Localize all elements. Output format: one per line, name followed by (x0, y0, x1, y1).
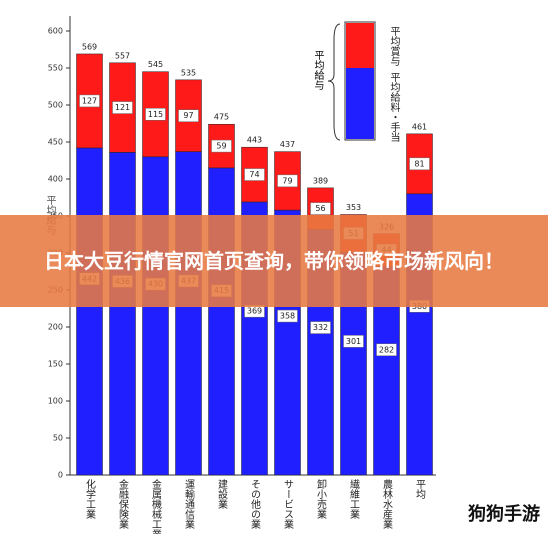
value-label: 121 (115, 103, 130, 112)
x-tick-label: 平均 (414, 479, 426, 500)
value-label: 74 (249, 170, 259, 179)
value-label-box (277, 174, 298, 188)
bar-segment (109, 152, 136, 476)
legend-box (344, 21, 376, 141)
y-tick-label: 500 (48, 101, 63, 110)
value-label-box (310, 321, 331, 334)
value-label: 79 (282, 176, 292, 185)
y-tick-label: 550 (48, 64, 63, 73)
value-label: 282 (379, 345, 394, 354)
y-tick-label: 0 (58, 471, 63, 480)
value-label-box (79, 94, 100, 108)
value-label-box (112, 101, 133, 114)
total-label: 461 (412, 122, 427, 131)
watermark: 狗狗手游 (468, 504, 540, 525)
value-label-box (409, 157, 430, 171)
total-label: 535 (181, 68, 196, 77)
value-label: 301 (346, 337, 361, 346)
bar-segment (208, 167, 235, 476)
legend-title: 平均給与 (312, 50, 324, 91)
bar-segment (76, 147, 103, 476)
y-tick-label: 150 (48, 360, 63, 369)
banner: 日本大豆行情官网首页查询，带你领略市场新风向！ (0, 215, 548, 307)
banner-text: 日本大豆行情官网首页查询，带你领略市场新风向！ (44, 249, 504, 273)
value-label: 358 (280, 312, 295, 321)
value-label: 127 (82, 96, 97, 105)
x-tick-label: 卸小売業 (315, 478, 327, 520)
x-tick-label: 運輸通信業 (183, 479, 195, 530)
legend-label: 平均賞与 (388, 26, 400, 67)
total-label: 545 (148, 60, 163, 69)
value-label: 332 (313, 323, 328, 332)
x-tick-label: 金融保険業 (117, 478, 129, 530)
x-tick-label: サービス業 (282, 479, 294, 530)
y-tick-label: 600 (48, 27, 63, 36)
y-tick-label: 100 (48, 397, 63, 406)
x-tick-label: 繊維工業 (348, 478, 360, 520)
x-tick-label: 化学工業 (84, 478, 96, 520)
legend-swatch (346, 68, 374, 139)
total-label: 353 (346, 203, 361, 212)
legend-swatch (346, 23, 374, 68)
value-label: 59 (216, 142, 226, 151)
total-label: 437 (280, 140, 295, 149)
value-label-box (211, 139, 232, 153)
value-label: 115 (148, 110, 163, 119)
value-label: 97 (183, 111, 193, 120)
legend-label: 平均給料・手当 (388, 72, 400, 143)
x-tick-label: その他の業 (249, 479, 261, 530)
value-label: 369 (247, 307, 262, 316)
value-label: 81 (414, 159, 424, 168)
total-label: 569 (82, 42, 97, 51)
value-label-box (178, 109, 199, 122)
y-tick-label: 400 (48, 175, 63, 184)
y-tick-label: 450 (48, 138, 63, 147)
x-tick-label: 農林水産業 (381, 478, 393, 530)
value-label-box (145, 108, 166, 121)
total-label: 475 (214, 113, 229, 122)
total-label: 443 (247, 136, 262, 145)
bar-segment (142, 156, 169, 476)
value-label-box (277, 309, 298, 323)
value-label-box (376, 343, 397, 357)
total-label: 557 (115, 51, 130, 60)
value-label-box (343, 335, 364, 348)
total-label: 389 (313, 176, 328, 185)
y-tick-label: 50 (53, 434, 63, 443)
legend-brace (327, 23, 341, 141)
x-tick-label: 建設業 (216, 478, 228, 510)
value-label-box (310, 202, 331, 215)
value-label: 56 (315, 204, 325, 213)
y-tick-label: 200 (48, 323, 63, 332)
value-label-box (244, 168, 265, 181)
bar-segment (175, 151, 202, 476)
x-tick-label: 金属機械工業 (150, 478, 162, 534)
